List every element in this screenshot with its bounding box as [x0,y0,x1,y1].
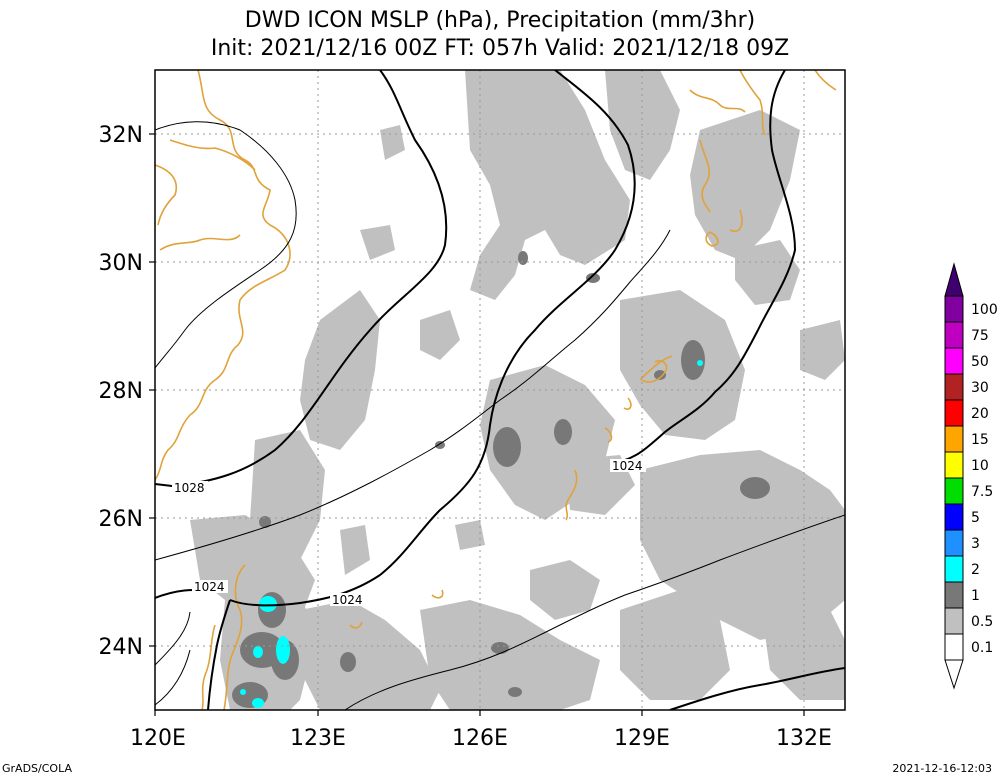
precipitation-colorbar: 0.1 0.5 1 2 3 5 7.5 10 15 20 30 50 75 100 [944,262,998,690]
colorbar-upper-arrow [944,262,964,297]
x-axis-labels: 120E 123E 126E 129E 132E [130,726,832,751]
colorbar-swatch [944,373,964,401]
y-axis-ticks [149,133,155,647]
precipitation-light-areas [190,70,845,710]
colorbar-swatch [944,347,964,375]
x-tick-label: 132E [776,726,832,751]
isobars-minor [155,121,845,710]
creation-timestamp: 2021-12-16-12:03 [892,762,992,775]
figure-title: DWD ICON MSLP (hPa), Precipitation (mm/3… [244,8,756,33]
colorbar-label: 15 [971,432,989,448]
contour-label: 1028 [174,481,205,495]
colorbar-swatch [944,321,964,349]
colorbar-label: 7.5 [971,484,993,500]
colorbar-swatch [944,581,964,609]
colorbar-label: 3 [971,536,980,552]
x-tick-label: 120E [130,726,186,751]
colorbar-label: 30 [971,380,989,396]
y-tick-label: 32N [99,123,143,148]
x-tick-label: 126E [452,726,508,751]
colorbar-label: 5 [971,510,980,526]
colorbar-label: 0.1 [971,640,993,656]
colorbar-label: 10 [971,458,989,474]
colorbar-label: 75 [971,328,989,344]
x-tick-label: 123E [290,726,346,751]
colorbar-swatch [944,529,964,557]
colorbar-lower-arrow [944,659,964,690]
precipitation-heavy-areas [240,360,703,708]
colorbar-label: 100 [971,302,998,318]
colorbar-label: 0.5 [971,614,993,630]
colorbar-swatch [944,633,964,661]
lat-lon-grid [155,70,845,710]
colorbar-swatch [944,399,964,427]
colorbar-label: 1 [971,588,980,604]
colorbar-swatch [944,607,964,635]
y-tick-label: 24N [99,635,143,660]
coastlines [155,70,837,710]
colorbar-swatch [944,451,964,479]
y-tick-label: 28N [99,379,143,404]
colorbar-swatch [944,503,964,531]
colorbar-swatch [944,555,964,583]
colorbar-swatch [944,425,964,453]
colorbar-label: 2 [971,562,980,578]
colorbar-swatch [944,295,964,323]
isobar-labels: 1028 1024 1024 1024 [172,459,646,607]
contour-label: 1024 [332,593,363,607]
x-axis-ticks [154,710,805,716]
y-tick-label: 30N [99,251,143,276]
software-credit: GrADS/COLA [2,762,72,775]
colorbar-swatch [944,477,964,505]
figure-subtitle: Init: 2021/12/16 00Z FT: 057h Valid: 202… [210,36,790,61]
colorbar-label: 20 [971,406,989,422]
contour-label: 1024 [194,580,225,594]
x-tick-label: 129E [614,726,670,751]
contour-label: 1024 [612,459,643,473]
map-area: 1028 1024 1024 1024 [155,70,845,710]
y-tick-label: 26N [99,507,143,532]
y-axis-labels: 24N 26N 28N 30N 32N [99,123,143,660]
colorbar-label: 50 [971,354,989,370]
